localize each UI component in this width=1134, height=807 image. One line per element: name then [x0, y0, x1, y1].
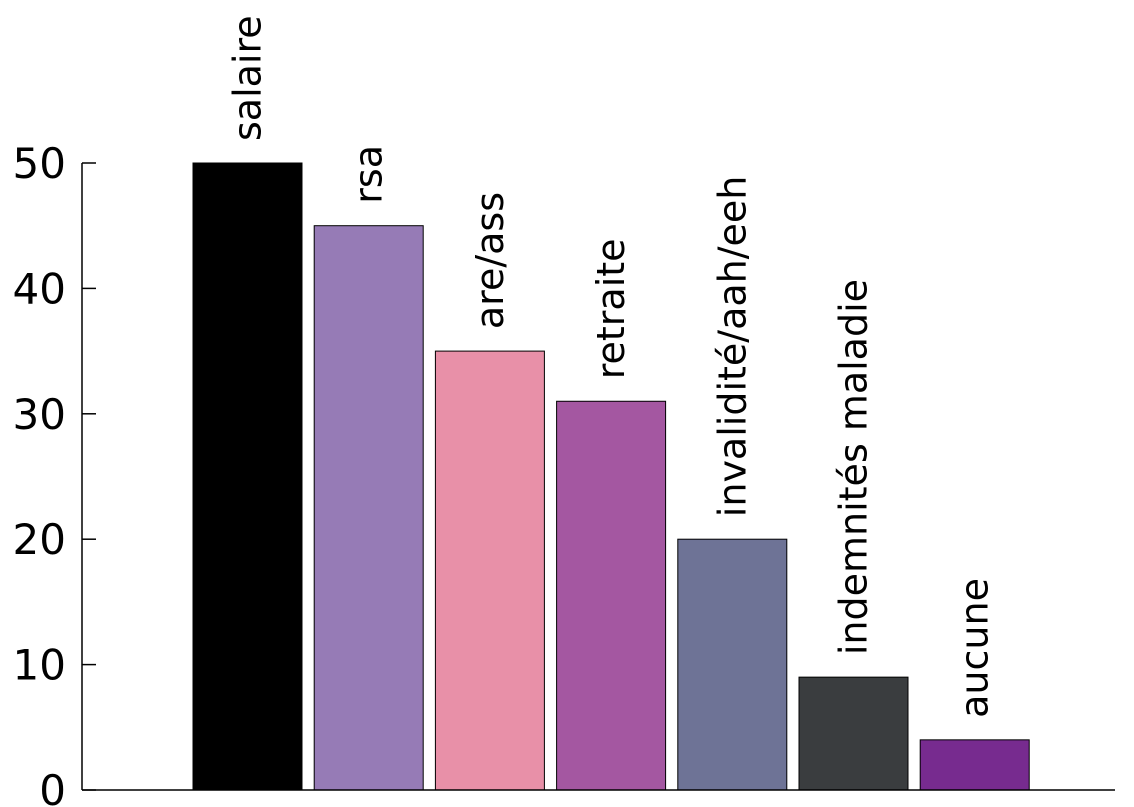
bar-label: aucune — [953, 578, 997, 718]
bar-label: retraite — [589, 238, 633, 379]
bar — [434, 350, 545, 791]
y-tick-label: 40 — [13, 264, 66, 313]
y-tick-label: 0 — [39, 766, 66, 807]
bar — [677, 538, 788, 791]
bar-label: invalidité/aah/eeh — [710, 176, 754, 518]
y-tick-label: 30 — [13, 390, 66, 439]
bar — [192, 162, 303, 791]
bars — [192, 162, 1030, 791]
bar — [313, 225, 424, 791]
bar — [556, 400, 667, 791]
y-tick-label: 50 — [13, 139, 66, 188]
y-axis: 0 10 20 30 40 50 — [13, 139, 96, 807]
bar-labels: salaire rsa are/ass retraite invalidité/aah/… — [226, 15, 997, 717]
bar — [919, 739, 1030, 791]
y-tick-label: 20 — [13, 515, 66, 564]
y-tick-label: 10 — [13, 641, 66, 690]
bar — [798, 676, 909, 791]
bar-label: indemnités maladie — [832, 279, 876, 655]
bar-label: salaire — [226, 15, 270, 141]
bar-label: are/ass — [468, 192, 512, 329]
bar-label: rsa — [347, 145, 391, 204]
